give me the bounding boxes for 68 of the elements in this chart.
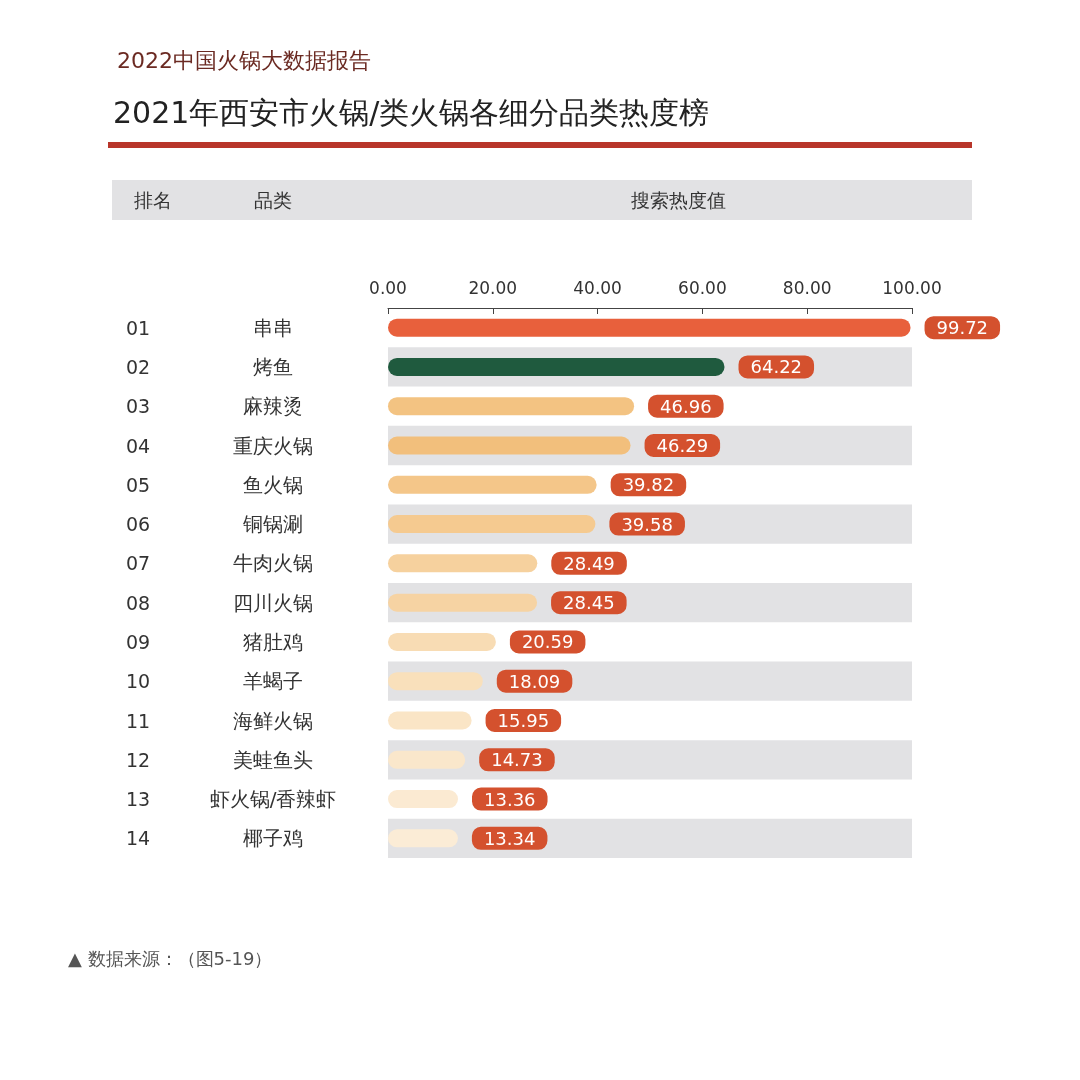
data-label: 28.45 (563, 592, 615, 614)
data-label: 28.49 (563, 552, 615, 574)
chart-title: 2022中国火锅大数据报告 (117, 47, 371, 73)
data-label: 20.59 (521, 631, 574, 653)
y-tick-label: 重庆火锅 (233, 433, 313, 458)
data-label: 46.96 (660, 395, 712, 417)
x-tick-label: 60.00 (678, 277, 727, 298)
chart-subtitle: 2021年西安市火锅/类火锅各细分品类热度榜 (113, 94, 710, 130)
data-label: 14.73 (491, 749, 543, 771)
x-axis-title: 搜索热度值 (630, 189, 726, 211)
text: 08 (125, 591, 151, 614)
x-tick-label: 100.00 (882, 277, 942, 298)
y-tick-label: 烤鱼 (253, 354, 293, 379)
y-tick-label: 铜锅涮 (242, 512, 303, 537)
y-axis-title: 品类 (254, 189, 292, 211)
bar (388, 318, 911, 337)
y-tick-label: 麻辣烫 (243, 394, 303, 419)
y-tick-label: 牛肉火锅 (233, 551, 313, 576)
bar (388, 672, 483, 691)
text: 排名 (134, 189, 172, 211)
text: 06 (125, 513, 151, 536)
text: 01 (125, 316, 151, 339)
bar (388, 554, 538, 573)
y-tick-label: 鱼火锅 (243, 472, 303, 497)
text: 13 (125, 788, 151, 811)
text: 14 (125, 827, 151, 850)
text: 04 (125, 434, 151, 457)
bar (388, 436, 631, 455)
x-tick-label: 80.00 (782, 277, 832, 298)
bar (388, 829, 458, 848)
bar (388, 357, 725, 376)
y-tick-label: 串串 (253, 315, 293, 340)
y-tick-label: 羊蝎子 (243, 669, 303, 694)
y-tick-label: 猪肚鸡 (243, 629, 303, 654)
text: ▲ 数据来源：（图5-19） (68, 947, 273, 969)
bar (388, 632, 496, 651)
x-tick-label: 0.00 (369, 277, 407, 298)
y-tick-label: 虾火锅/香辣虾 (209, 787, 337, 812)
x-tick-label: 40.00 (573, 277, 622, 298)
y-tick-label: 椰子鸡 (243, 826, 303, 851)
bar (388, 397, 635, 416)
data-label: 18.09 (508, 670, 561, 692)
bar (388, 515, 596, 534)
data-label: 15.95 (497, 710, 550, 731)
bar (388, 790, 459, 809)
text: 07 (125, 552, 151, 575)
data-label: 13.34 (483, 827, 536, 849)
data-label: 46.29 (656, 435, 709, 456)
y-tick-label: 美蛙鱼头 (233, 747, 313, 772)
y-tick-label: 海鲜火锅 (233, 708, 313, 733)
data-label: 99.72 (936, 317, 989, 339)
text: 02 (125, 355, 151, 378)
x-tick-label: 20.00 (468, 277, 518, 298)
bar (388, 475, 597, 494)
text: 10 (125, 670, 151, 693)
bar (388, 593, 538, 612)
y-tick-label: 四川火锅 (233, 590, 313, 615)
text: 03 (125, 395, 151, 418)
bar (388, 750, 466, 769)
data-label: 13.36 (484, 788, 536, 810)
data-label: 39.82 (622, 474, 675, 496)
text: 11 (125, 709, 151, 732)
text: 09 (125, 630, 151, 653)
data-label: 64.22 (750, 356, 803, 378)
data-label: 39.58 (621, 513, 673, 535)
bar (388, 711, 472, 730)
text: 12 (125, 748, 151, 771)
text: 05 (125, 473, 151, 496)
